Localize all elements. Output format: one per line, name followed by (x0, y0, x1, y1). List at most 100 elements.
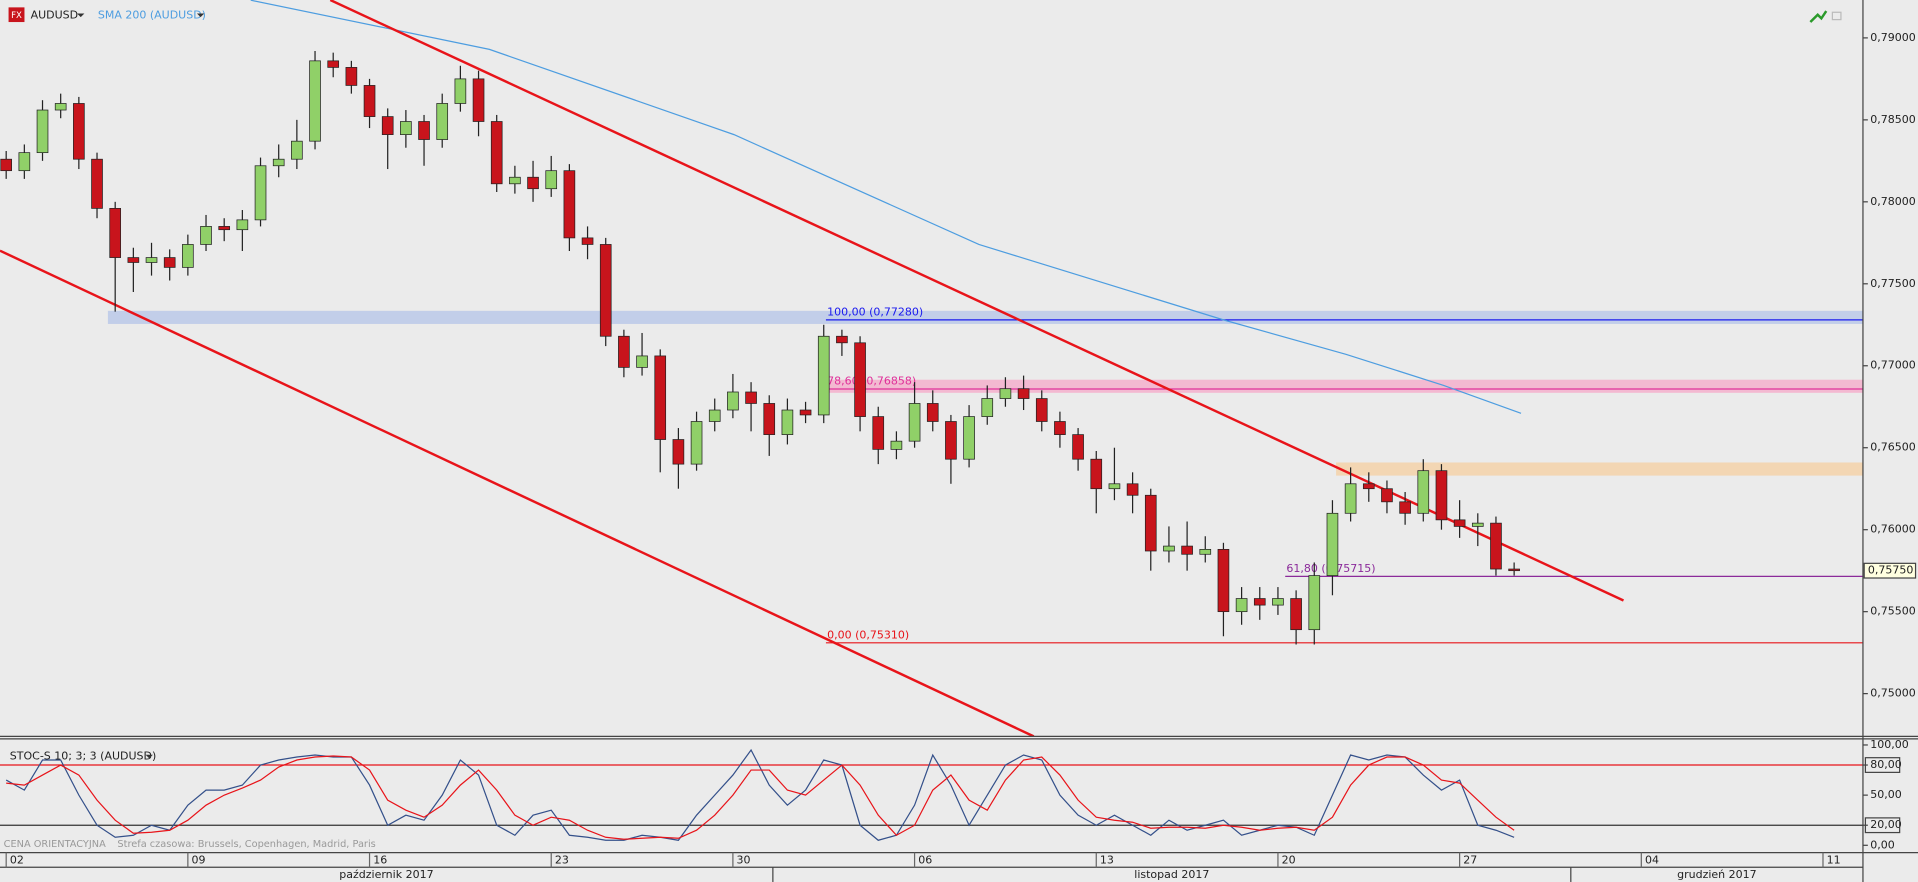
candle-body (200, 226, 212, 245)
candle-body (509, 176, 521, 185)
zone (107, 310, 1863, 324)
dropdown-arrow[interactable] (145, 754, 153, 759)
candle-body (127, 257, 140, 263)
candle-body (1199, 548, 1212, 555)
timezone-notice: Strefa czasowa: Brussels, Copenhagen, Ma… (117, 839, 375, 850)
candle-body (854, 342, 866, 417)
indicator-line (6, 755, 1515, 840)
candle-body (1126, 483, 1139, 496)
symbol-name[interactable]: AUDUSD (31, 8, 79, 21)
price-plot: 100,00 (0,77280)78,60 (0,76858)61,80 (0,… (0, 0, 1863, 737)
symbol-icon-text: FX (11, 11, 22, 21)
candle-body (872, 416, 885, 450)
candle-body (1453, 519, 1466, 527)
candle-body (817, 335, 830, 416)
candle-body (763, 403, 776, 435)
candle-body (999, 388, 1012, 399)
candle-body (1072, 434, 1084, 460)
candle-body (236, 219, 249, 231)
candle-body (1471, 522, 1484, 527)
candle-body (1326, 512, 1339, 576)
candle-body (1090, 458, 1103, 490)
candle-body (1035, 398, 1048, 422)
indicator-name[interactable]: SMA 200 (AUDUSD) (98, 8, 206, 21)
candle-body (1163, 545, 1175, 552)
candle-body (272, 158, 285, 167)
candle-body (309, 60, 321, 142)
candle-body (1399, 501, 1411, 514)
stochastic-name[interactable]: STOC-S 10; 3; 3 (AUDUSD) (10, 750, 157, 763)
candle-body (1490, 522, 1502, 570)
y-tick-label: 0,75000 (1870, 687, 1915, 700)
candle-body (182, 244, 194, 268)
x-tick-label: 23 (555, 854, 569, 867)
level-box (1864, 757, 1901, 773)
candle-body (490, 121, 503, 185)
zone (820, 379, 1863, 393)
y-tick-label: 0,78500 (1870, 113, 1915, 126)
zone (1336, 462, 1863, 476)
candle-body (1108, 483, 1121, 490)
candle-body (727, 391, 739, 411)
x-tick-label: 06 (918, 854, 932, 867)
candle-body (1362, 483, 1375, 490)
symbol-icon[interactable] (8, 7, 25, 23)
trend-icon[interactable] (1809, 10, 1828, 23)
price-notice: CENA ORIENTACYJNA (4, 839, 106, 850)
dropdown-arrow[interactable] (196, 13, 205, 18)
candle-body (1017, 388, 1030, 399)
y-tick-label: 0,76000 (1870, 523, 1915, 536)
candle-body (563, 170, 576, 239)
candle-body (73, 103, 85, 160)
candle-body (1417, 470, 1430, 514)
dropdown-arrow[interactable] (77, 13, 85, 18)
candle-body (1344, 483, 1357, 514)
candle-body (1435, 470, 1448, 521)
candle-body (963, 416, 975, 460)
candle-body (1144, 494, 1157, 552)
candle-body (781, 409, 794, 435)
candle-body (1381, 488, 1393, 503)
candle-body (1253, 598, 1266, 606)
candle-body (1272, 598, 1284, 606)
candle-body (745, 391, 757, 404)
last-price-label: 0,75750 (1868, 564, 1914, 577)
candle-body (1217, 548, 1230, 613)
month-label: październik 2017 (339, 868, 433, 881)
candle-body (890, 440, 903, 450)
candle-body (1508, 568, 1520, 572)
x-tick-label: 16 (373, 854, 387, 867)
candle-body (708, 409, 721, 422)
candle-body (636, 355, 648, 368)
candle-body (436, 103, 449, 140)
fib-level-label: 78,60 (0,76858) (827, 375, 916, 388)
y-tick-label: 80,00 (1870, 758, 1902, 771)
x-tick-label: 02 (10, 854, 24, 867)
x-tick-label: 13 (1100, 854, 1114, 867)
y-tick-label: 0,76500 (1870, 441, 1915, 454)
candle-body (54, 103, 67, 111)
y-tick-label: 0,75500 (1870, 605, 1915, 618)
fib-level-label: 100,00 (0,77280) (827, 306, 923, 319)
candle-body (291, 140, 303, 160)
candle-body (690, 421, 703, 465)
candle-body (599, 244, 612, 337)
candle-body (363, 85, 376, 117)
candle-body (218, 226, 231, 231)
candle-body (91, 158, 103, 209)
window-icon[interactable] (1831, 11, 1842, 21)
y-tick-label: 0,00 (1870, 838, 1894, 851)
x-tick-label: 30 (737, 854, 751, 867)
candle-body (654, 355, 667, 440)
y-tick-label: 50,00 (1870, 788, 1902, 801)
candle-body (454, 78, 467, 104)
fib-level-label: 0,00 (0,75310) (827, 628, 909, 641)
x-tick-label: 27 (1463, 854, 1477, 867)
y-tick-label: 0,77000 (1870, 359, 1915, 372)
y-tick-label: 0,78000 (1870, 195, 1915, 208)
candle-body (418, 121, 430, 140)
candle-body (581, 237, 594, 245)
stochastic-plot (0, 748, 1863, 841)
candle-body (926, 403, 939, 422)
